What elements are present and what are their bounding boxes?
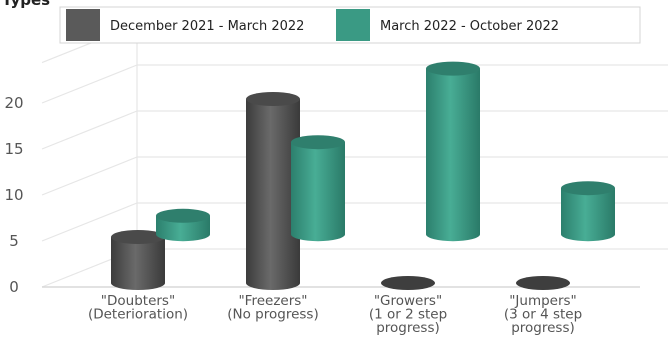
legend-label: December 2021 - March 2022 [110, 19, 304, 34]
bar-mar2022-oct2022 [561, 181, 615, 242]
gridline-side [41, 156, 138, 196]
bar-body [246, 99, 300, 290]
gridline-side [41, 202, 138, 242]
category-labels: "Doubters" (Deterioration) "Freezers" (No p… [88, 293, 582, 336]
bar-body [291, 142, 345, 242]
y-tick-label: 0 [9, 278, 19, 296]
bar-body [156, 215, 210, 242]
y-tick-label: 20 [4, 94, 23, 112]
y-tick-label: 15 [4, 140, 23, 158]
bar-mar2022-oct2022 [156, 208, 210, 242]
category-label: "Freezers" (No progress) [227, 293, 318, 323]
bar-dec2021-mar2022 [381, 276, 435, 290]
gridline-side [41, 110, 138, 150]
legend: December 2021 - March 2022 March 2022 - O… [59, 6, 641, 44]
bars [111, 61, 615, 290]
bar-body [561, 188, 615, 242]
category-label: "Doubters" (Deterioration) [88, 293, 188, 323]
bar-top [156, 208, 210, 223]
chart-title-fragment: Types [2, 0, 50, 9]
legend-swatch [336, 9, 370, 41]
bar-zero-disc [381, 276, 435, 290]
bar-dec2021-mar2022 [516, 276, 570, 290]
gridline-side [41, 64, 138, 104]
bar-top [426, 61, 480, 76]
bar-dec2021-mar2022 [246, 92, 300, 290]
bar-top [561, 181, 615, 196]
y-tick-label: 5 [9, 232, 19, 250]
bar-dec2021-mar2022 [111, 230, 165, 290]
bar-body [426, 68, 481, 242]
bar-top [246, 92, 300, 106]
bar-body [111, 237, 165, 290]
category-label: "Jumpers" (3 or 4 step progress) [504, 293, 582, 336]
bar-zero-disc [516, 276, 570, 290]
y-tick-label: 10 [4, 186, 23, 204]
bar-top [291, 135, 345, 150]
bar-mar2022-oct2022 [291, 135, 345, 242]
y-axis-ticks: 0 5 10 15 20 [4, 94, 23, 296]
category-label: "Growers" (1 or 2 step progress) [369, 293, 447, 336]
bar-mar2022-oct2022 [426, 61, 481, 242]
bar-top [111, 230, 165, 244]
legend-label: March 2022 - October 2022 [380, 19, 559, 34]
legend-swatch [66, 9, 100, 41]
